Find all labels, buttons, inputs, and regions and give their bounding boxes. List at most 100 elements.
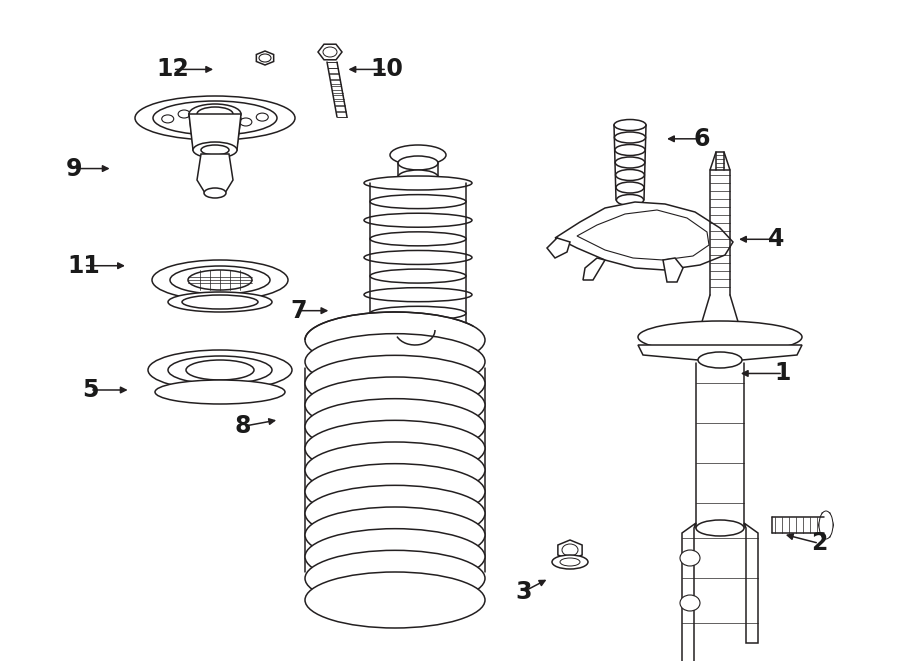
Text: 7: 7 [291, 299, 307, 323]
Ellipse shape [225, 109, 238, 117]
Polygon shape [682, 523, 696, 661]
Ellipse shape [616, 194, 643, 206]
Text: 1: 1 [775, 362, 791, 385]
Polygon shape [555, 202, 733, 270]
Ellipse shape [305, 312, 485, 368]
Text: 8: 8 [235, 414, 251, 438]
Ellipse shape [168, 292, 272, 312]
Ellipse shape [256, 113, 268, 121]
Text: 11: 11 [68, 254, 100, 278]
Text: 5: 5 [82, 378, 98, 402]
Ellipse shape [552, 555, 588, 569]
Polygon shape [189, 114, 241, 150]
Polygon shape [663, 258, 683, 282]
Ellipse shape [178, 110, 190, 118]
Ellipse shape [305, 572, 485, 628]
Ellipse shape [305, 463, 485, 520]
Ellipse shape [305, 485, 485, 541]
Ellipse shape [152, 260, 288, 300]
Ellipse shape [305, 356, 485, 411]
Ellipse shape [616, 169, 644, 180]
Bar [403, 433, 417, 447]
Ellipse shape [370, 269, 466, 283]
Ellipse shape [370, 194, 466, 209]
Polygon shape [547, 238, 570, 258]
Polygon shape [577, 210, 709, 260]
Text: 9: 9 [66, 157, 82, 180]
Ellipse shape [162, 115, 174, 123]
Ellipse shape [305, 529, 485, 585]
Ellipse shape [148, 350, 292, 390]
Ellipse shape [135, 96, 295, 140]
Ellipse shape [193, 142, 237, 158]
Ellipse shape [698, 352, 742, 368]
Ellipse shape [616, 157, 644, 168]
Polygon shape [744, 523, 758, 643]
Ellipse shape [182, 295, 258, 309]
Polygon shape [197, 154, 233, 193]
Ellipse shape [188, 270, 252, 290]
Ellipse shape [305, 442, 485, 498]
Polygon shape [583, 258, 605, 280]
Ellipse shape [819, 511, 833, 539]
Polygon shape [380, 430, 456, 447]
Ellipse shape [615, 132, 645, 143]
Ellipse shape [204, 188, 226, 198]
Ellipse shape [615, 145, 645, 155]
Polygon shape [710, 152, 730, 170]
Ellipse shape [680, 595, 700, 611]
Polygon shape [819, 513, 833, 537]
Ellipse shape [616, 182, 644, 193]
Ellipse shape [364, 176, 472, 190]
Ellipse shape [305, 334, 485, 390]
Ellipse shape [560, 558, 580, 566]
Ellipse shape [696, 520, 744, 536]
Text: 4: 4 [768, 227, 784, 251]
Polygon shape [638, 345, 802, 360]
Ellipse shape [398, 156, 438, 170]
Ellipse shape [153, 101, 277, 135]
Bar [436, 433, 450, 447]
Ellipse shape [305, 420, 485, 477]
Ellipse shape [305, 399, 485, 455]
Ellipse shape [186, 360, 254, 380]
Ellipse shape [240, 118, 252, 126]
Polygon shape [318, 44, 342, 59]
Polygon shape [558, 540, 582, 560]
Ellipse shape [680, 550, 700, 566]
Ellipse shape [562, 544, 578, 556]
Ellipse shape [189, 104, 241, 124]
Text: 12: 12 [157, 58, 189, 81]
Ellipse shape [364, 251, 472, 264]
Ellipse shape [364, 214, 472, 227]
Ellipse shape [614, 120, 646, 130]
Ellipse shape [305, 551, 485, 606]
Ellipse shape [370, 418, 466, 432]
Ellipse shape [155, 380, 285, 404]
Ellipse shape [364, 325, 472, 339]
Ellipse shape [170, 266, 270, 294]
Ellipse shape [201, 145, 229, 155]
Ellipse shape [370, 344, 466, 358]
Ellipse shape [323, 47, 337, 57]
Polygon shape [256, 51, 274, 65]
Ellipse shape [638, 321, 802, 353]
Ellipse shape [364, 362, 472, 376]
Ellipse shape [168, 356, 272, 384]
Ellipse shape [364, 288, 472, 301]
Ellipse shape [370, 381, 466, 395]
Ellipse shape [398, 170, 438, 184]
Ellipse shape [305, 507, 485, 563]
Ellipse shape [259, 54, 271, 62]
Text: 3: 3 [516, 580, 532, 603]
Text: 6: 6 [694, 127, 710, 151]
Ellipse shape [390, 145, 446, 165]
Bar [419, 433, 433, 447]
Text: 2: 2 [811, 531, 827, 555]
Ellipse shape [305, 377, 485, 433]
Bar [386, 433, 400, 447]
Ellipse shape [364, 399, 472, 413]
Ellipse shape [370, 415, 466, 435]
Text: 10: 10 [371, 58, 403, 81]
Ellipse shape [370, 232, 466, 246]
